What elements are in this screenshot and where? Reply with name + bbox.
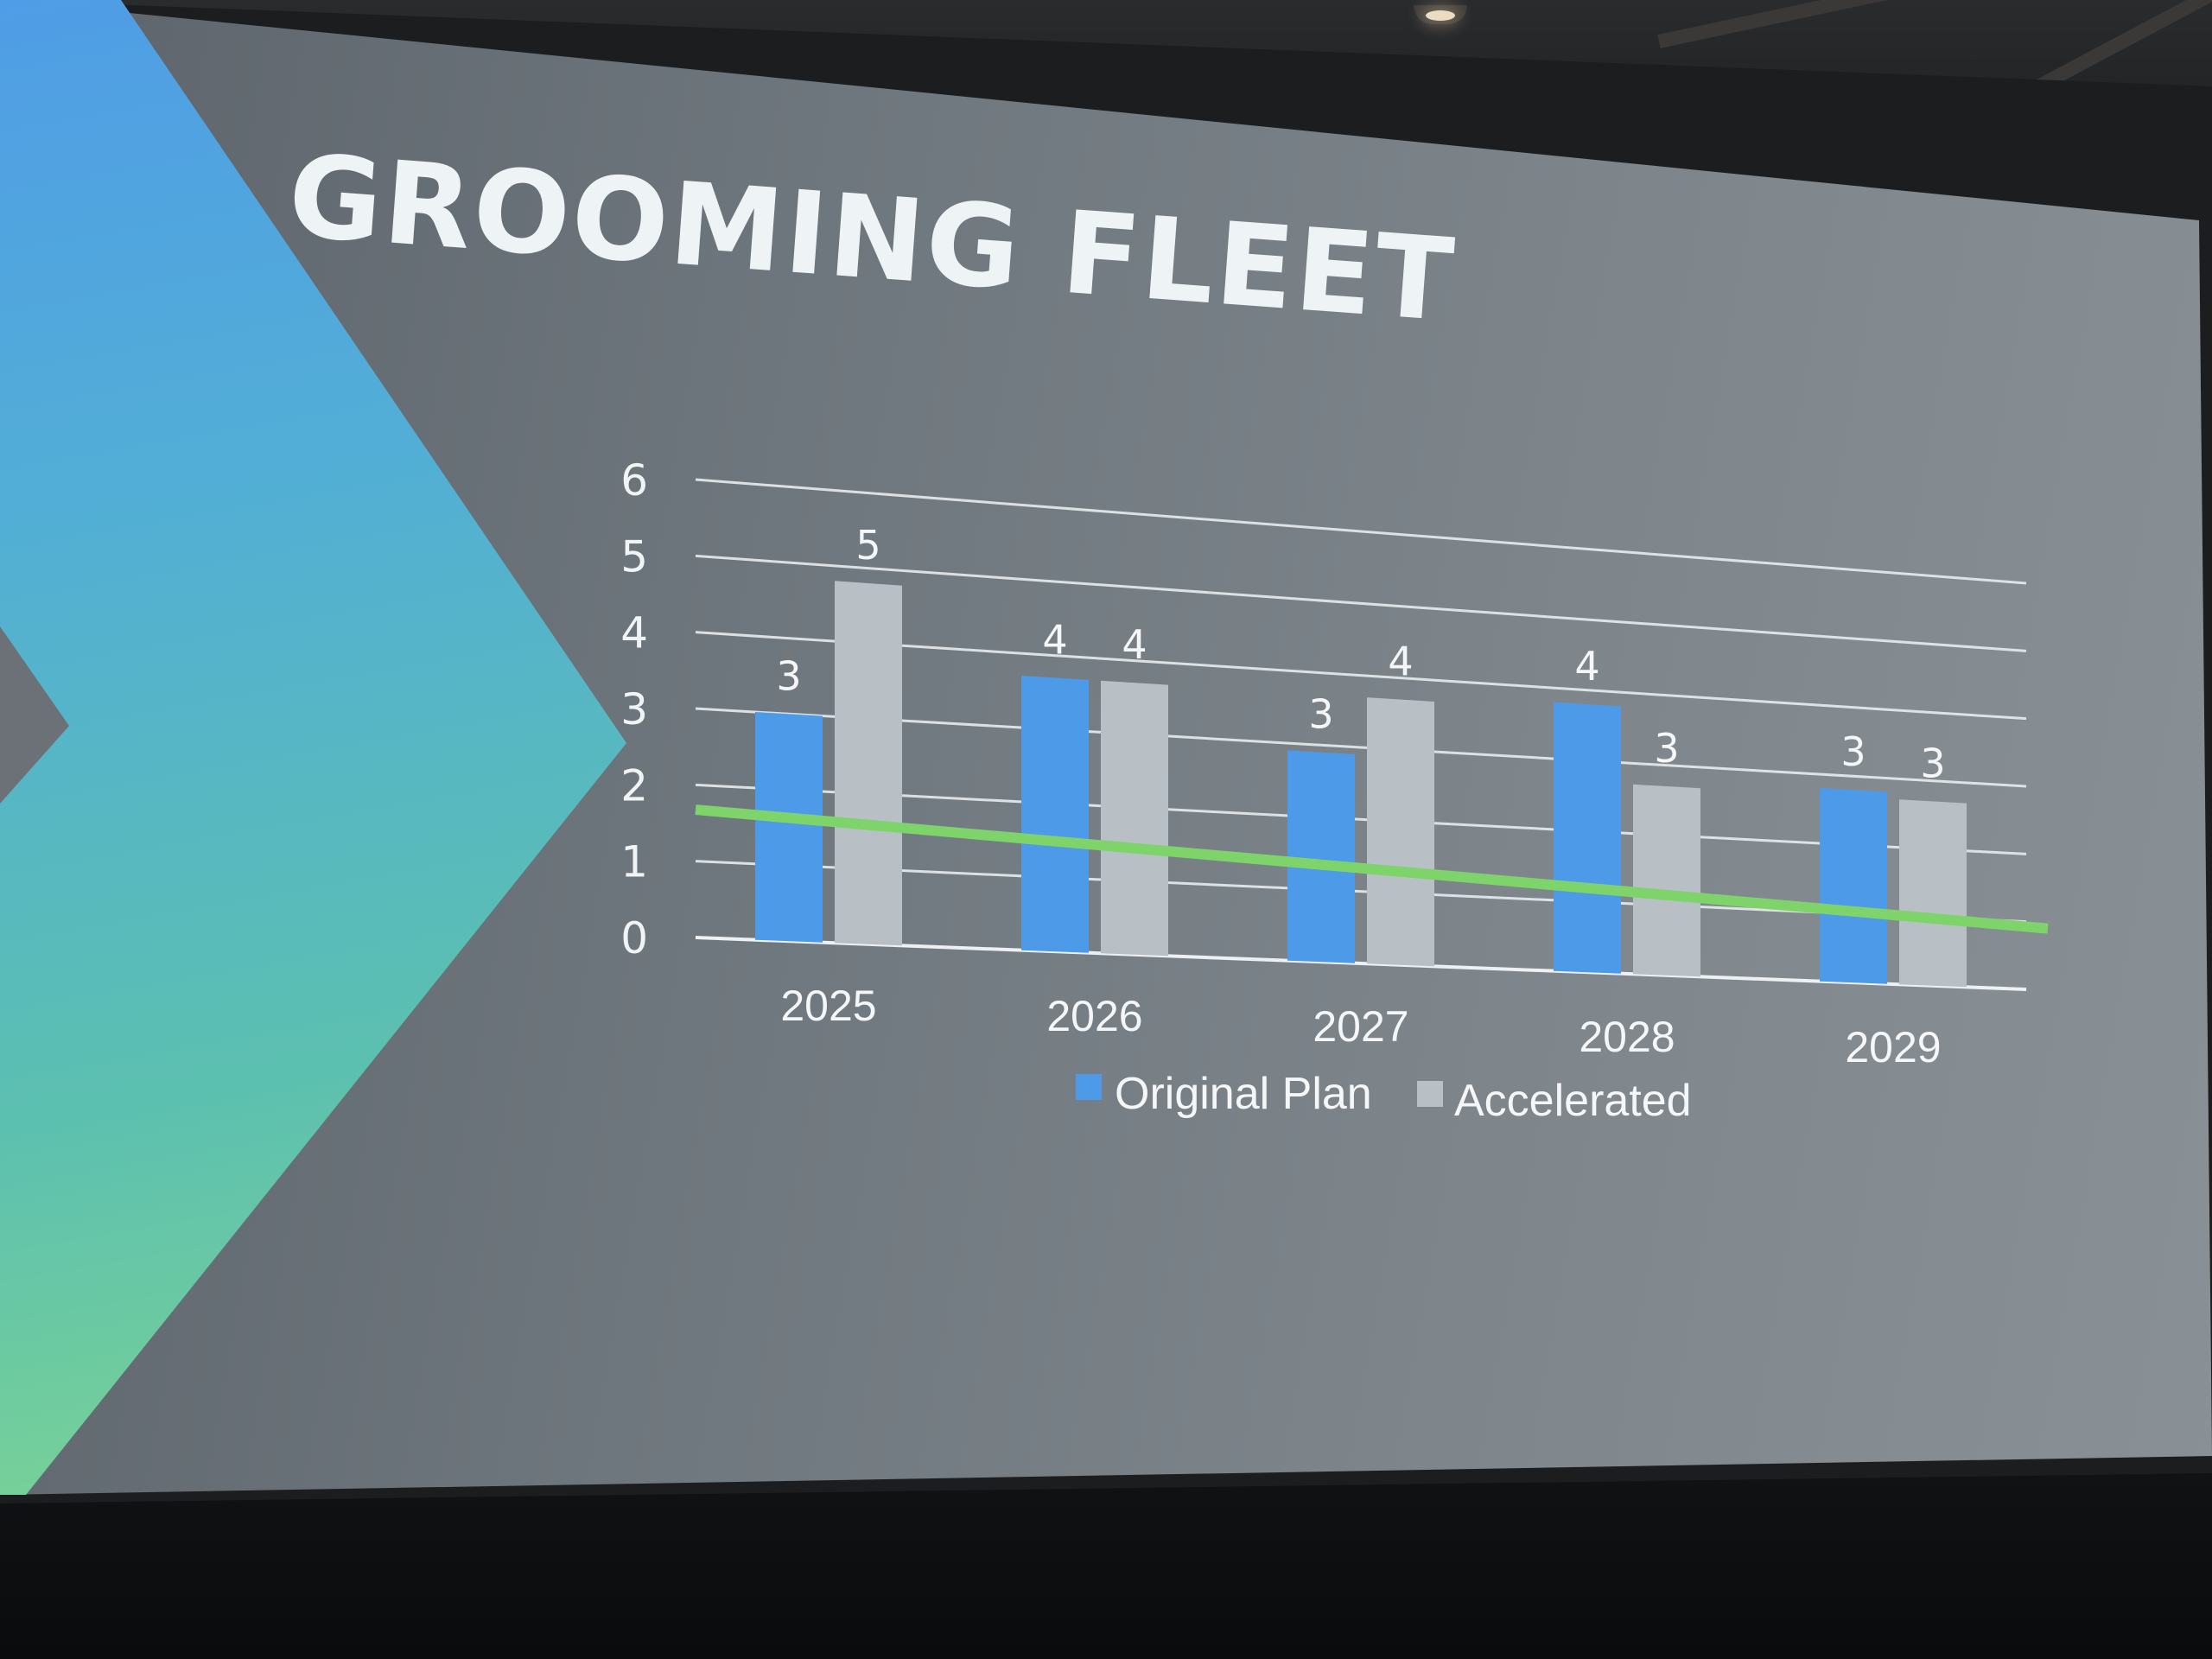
y-tick-label: 0 — [620, 913, 648, 963]
gridline — [695, 783, 2027, 855]
data-label: 4 — [1388, 639, 1413, 685]
bar-original-plan-2025 — [755, 712, 823, 943]
y-tick-label: 2 — [620, 760, 648, 810]
bar-original-plan-2029 — [1820, 788, 1887, 984]
legend-swatch-accelerated — [1417, 1081, 1443, 1107]
stage-floor — [0, 1469, 2212, 1659]
bar-accelerated-2029 — [1899, 799, 1967, 988]
data-label: 3 — [1308, 691, 1333, 738]
bar-original-plan-2028 — [1554, 702, 1621, 974]
bar-accelerated-2026 — [1101, 680, 1168, 957]
bar-accelerated-2027 — [1367, 697, 1434, 967]
bar-accelerated-2028 — [1633, 784, 1700, 977]
data-label: 4 — [1042, 616, 1067, 663]
data-label: 4 — [1574, 643, 1599, 690]
y-tick-label: 3 — [620, 684, 648, 734]
x-tick-label: 2028 — [1579, 1013, 1675, 1061]
y-tick-label: 1 — [620, 837, 648, 887]
y-tick-label: 6 — [620, 455, 648, 505]
gridline — [695, 554, 2027, 652]
x-tick-label: 2027 — [1313, 1002, 1408, 1051]
gridline — [695, 478, 2027, 585]
x-tick-label: 2025 — [780, 982, 876, 1030]
legend-label-original-plan: Original Plan — [1115, 1069, 1372, 1119]
legend-label-accelerated: Accelerated — [1454, 1076, 1692, 1126]
data-label: 4 — [1122, 621, 1147, 668]
y-tick-label: 5 — [620, 531, 648, 582]
ceiling-lamp-light — [1426, 10, 1455, 21]
data-label: 3 — [1840, 728, 1866, 775]
gridline — [695, 631, 2027, 721]
bar-original-plan-2027 — [1287, 750, 1355, 963]
x-tick-label: 2026 — [1046, 992, 1142, 1040]
data-label: 3 — [776, 652, 801, 699]
gridline — [695, 707, 2027, 788]
data-label: 3 — [1654, 725, 1679, 772]
x-axis-baseline — [695, 936, 2027, 991]
x-tick-label: 2029 — [1845, 1023, 1941, 1071]
y-tick-label: 4 — [620, 608, 648, 658]
bar-original-plan-2026 — [1021, 675, 1089, 953]
data-label: 3 — [1920, 740, 1945, 786]
legend-swatch-original-plan — [1076, 1074, 1102, 1100]
trendline-original-plan — [695, 804, 2049, 934]
bar-accelerated-2025 — [835, 581, 902, 946]
data-label: 5 — [855, 522, 880, 569]
